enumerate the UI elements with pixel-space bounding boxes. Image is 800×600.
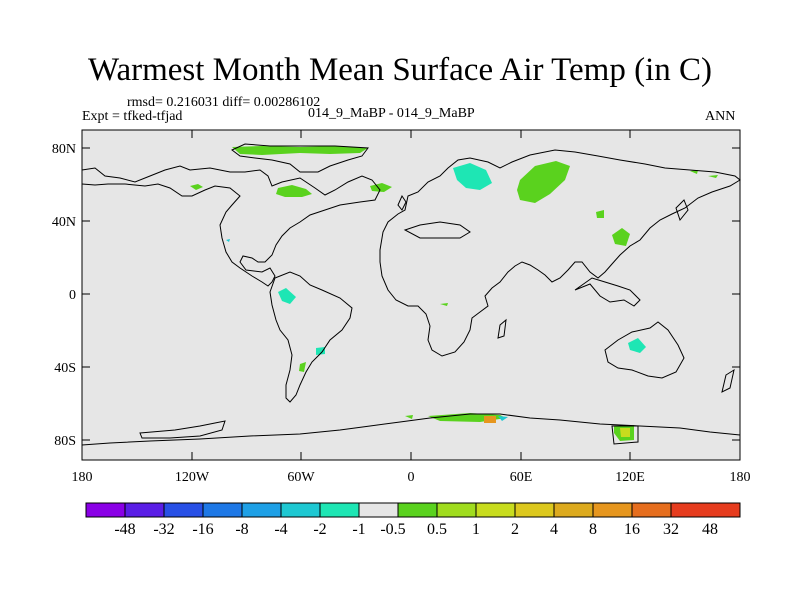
greenland-coast xyxy=(231,143,369,173)
canada-positive-patch xyxy=(276,185,312,197)
kamchatka-small-patch-2 xyxy=(708,175,718,178)
colorbar-label: -48 xyxy=(114,521,135,538)
antarctica-negative-patch xyxy=(498,416,508,421)
colorbar-box xyxy=(397,502,438,518)
latitude-labels: 80N 40N 0 40S 80S xyxy=(52,142,76,449)
central-asia-small-patch xyxy=(596,210,604,218)
axis-ticks xyxy=(81,130,741,460)
colorbar-box xyxy=(475,502,516,518)
lon-label: 180 xyxy=(730,470,751,485)
colorbar-label: -0.5 xyxy=(380,521,405,538)
east-asia-positive-patch xyxy=(612,228,630,246)
lon-label: 180 xyxy=(72,470,93,485)
lon-label: 120W xyxy=(175,470,210,485)
labrador-positive-patch xyxy=(370,183,392,192)
north-america-coast xyxy=(81,165,381,287)
colorbar-box xyxy=(436,502,477,518)
africa-small-patch xyxy=(440,303,448,306)
map-title: Warmest Month Mean Surface Air Temp (in … xyxy=(87,52,713,88)
new-zealand-coast xyxy=(721,368,735,393)
europe-negative-patch xyxy=(453,163,492,190)
mediterranean-coast xyxy=(403,221,471,239)
siberia-positive-patch xyxy=(517,161,570,203)
colorbar-label: 2 xyxy=(511,521,519,538)
lon-label: 120E xyxy=(615,470,645,485)
lon-label: 60W xyxy=(287,470,315,485)
lat-label: 40S xyxy=(54,361,76,376)
colorbar xyxy=(85,502,741,518)
lat-label: 80S xyxy=(54,434,76,449)
colorbar-labels: -48 -32 -16 -8 -4 -2 -1 -0.5 0.5 1 2 4 8… xyxy=(114,521,718,538)
colorbar-box xyxy=(514,502,555,518)
colorbar-label: 32 xyxy=(663,521,679,538)
colorbar-box xyxy=(553,502,594,518)
longitude-labels: 180 120W 60W 0 60E 120E 180 xyxy=(72,470,751,485)
antarctica-coast xyxy=(81,413,741,446)
plot-area xyxy=(82,130,740,460)
south-america-negative-patch xyxy=(316,347,325,355)
colorbar-box xyxy=(241,502,282,518)
colorbar-box xyxy=(124,502,165,518)
colorbar-box xyxy=(319,502,360,518)
antarctica-small-patch xyxy=(405,415,413,419)
colorbar-label: -32 xyxy=(153,521,174,538)
southeast-asia-coast xyxy=(574,277,641,307)
colorbar-label: -4 xyxy=(274,521,287,538)
lat-label: 0 xyxy=(69,288,76,303)
antarctic-peninsula-coast xyxy=(139,420,226,439)
lon-label: 0 xyxy=(408,470,415,485)
madagascar-coast xyxy=(497,318,507,339)
colorbar-label: -8 xyxy=(235,521,248,538)
patagonia-positive-patch xyxy=(299,362,306,372)
experiment-label: Expt = tfked-tfjad xyxy=(82,109,183,124)
colorbar-box xyxy=(85,502,126,518)
colorbar-box xyxy=(202,502,243,518)
colorbar-label: 4 xyxy=(550,521,558,538)
antarctica-east-coast xyxy=(611,425,639,445)
australia-negative-patch xyxy=(628,338,646,353)
alaska-small-patch xyxy=(190,184,203,190)
colorbar-label: 0.5 xyxy=(427,521,447,538)
case-label: 014_9_MaBP - 014_9_MaBP xyxy=(308,106,475,121)
south-america-coast xyxy=(269,271,353,403)
colorbar-box xyxy=(592,502,633,518)
antarctica-east-warm-patch xyxy=(620,428,630,437)
greenland-positive-patch xyxy=(232,146,368,155)
antarctica-warm-patch xyxy=(484,416,496,423)
lat-label: 80N xyxy=(52,142,76,157)
colorbar-label: 8 xyxy=(589,521,597,538)
colorbar-label: 48 xyxy=(702,521,718,538)
colorbar-label: 16 xyxy=(624,521,640,538)
amazon-negative-patch xyxy=(278,288,296,304)
anomaly-patches xyxy=(190,146,718,441)
stats-line: rmsd= 0.216031 diff= 0.00286102 xyxy=(127,95,321,110)
lon-label: 60E xyxy=(510,470,533,485)
colorbar-label: -1 xyxy=(352,521,365,538)
colorbar-box xyxy=(670,502,741,518)
japan-coast xyxy=(675,199,689,222)
colorbar-label: 1 xyxy=(472,521,480,538)
lat-label: 40N xyxy=(52,215,76,230)
africa-eurasia-coast xyxy=(379,149,741,357)
colorbar-box xyxy=(358,502,399,518)
australia-coast xyxy=(604,321,685,379)
colorbar-label: -16 xyxy=(192,521,213,538)
colorbar-box xyxy=(280,502,321,518)
colorbar-box xyxy=(163,502,204,518)
uk-coast xyxy=(397,194,407,211)
south-pacific-small-patch xyxy=(226,239,230,242)
period-label: ANN xyxy=(705,109,736,124)
coastlines xyxy=(81,143,741,446)
colorbar-box xyxy=(631,502,672,518)
colorbar-label: -2 xyxy=(313,521,326,538)
kamchatka-small-patch xyxy=(690,170,698,174)
